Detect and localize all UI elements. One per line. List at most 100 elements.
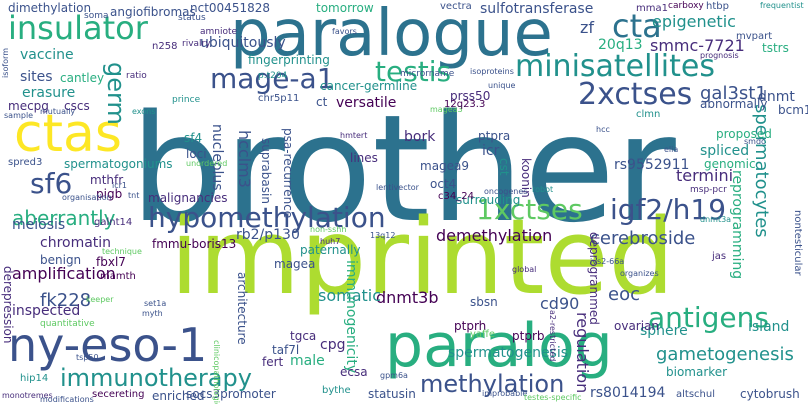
word-mamth: mamth [100,271,136,282]
word-gpm6a: gpm6a [380,371,408,380]
word-mvpart: mvpart [736,31,773,42]
word-rs9552911: rs9552911 [614,157,690,173]
word-genomic: genomic [704,157,756,171]
word-sphere: sphere [640,323,688,339]
word-2xctses: 2xctses [578,77,693,112]
word-testis: testis [375,55,452,88]
word-isoform: isoform [1,48,10,78]
word-malignancies: malignancies [148,191,228,205]
word-clmn: clmn [636,109,661,120]
word-enriched: enriched [152,389,205,403]
word-sulfotransferase: sulfotransferase [480,1,594,17]
word-ecsa: ecsa [340,365,368,379]
word-brother: brother [130,83,676,255]
word-mthfr: mthfr [90,173,124,187]
word-meiosis: meiosis [12,217,66,233]
word-spliced: spliced [700,143,750,159]
word-non-sshh: non-sshh [310,225,347,234]
word-cytobrush: cytobrush [740,387,800,401]
word-rs8014194: rs8014194 [590,385,666,401]
word-ubiquitously: ubiquitously [200,35,286,51]
word-modifications: modifications [40,395,94,404]
word-elia: elia [664,145,679,154]
word-magea3: magea3 [430,105,463,114]
word-spermatogoniums: spermatogoniums [64,157,173,171]
word-hmtert: hmtert [340,131,368,140]
word-ct: ct [316,95,328,109]
word-dnmt: dnmt [758,89,795,105]
word-unique: unique [488,81,516,90]
word-smdc: smdc [744,137,766,146]
word-icr1: icr1 [112,181,127,190]
word-paralogue: paralogue [230,0,553,71]
word-minisatellites: minisatellites [515,49,715,84]
word-improbable: improbable [482,389,528,398]
word-organizes: organizes [620,269,659,278]
word-regulation: regulation [573,312,592,394]
word-biomarker: biomarker [666,365,728,379]
word-suprabasin: suprabasin [259,138,273,204]
word-fert: fert [262,355,284,369]
word-cpg: cpg [320,337,346,353]
word-global: global [512,265,537,274]
word-psa-recurrence: psa-recurrence [281,128,295,219]
word-gal3st1: gal3st1 [700,83,767,104]
word-keeper: keeper [86,295,114,304]
word-oncogenes: oncogenes [484,187,528,196]
word-architecture: architecture [235,272,249,345]
word-eoc: eoc [608,284,640,305]
word-soma: soma [84,11,109,21]
word-cerebroside: cerebroside [590,228,696,249]
word-zf: zf [580,18,595,37]
word-ptpra: ptpra [478,129,511,143]
word-quantitative: quantitative [40,319,95,329]
word-erasure: erasure [22,85,76,101]
word-nontesticular: nontesticular [792,210,803,276]
word-mage-a1: mage-a1 [210,62,335,95]
word-clinicopathological: clinicopathological [212,340,221,404]
word-cscs: cscs [64,99,90,113]
word-htbp: htbp [706,1,729,12]
word-tstrs: tstrs [762,41,789,55]
word-male: male [290,353,325,369]
word-cantley: cantley [60,71,105,85]
word-magea: magea [274,257,316,271]
word-yaffe: yaffe [470,329,496,340]
word-cancer-germline: cancer-germline [320,79,418,93]
word-magea9: magea9 [420,159,470,173]
word-hip14: hip14 [20,373,49,384]
word-amplification: amplification [12,264,116,283]
word-carboxy: carboxy [668,1,704,11]
word-fbxl7: fbxl7 [96,255,126,269]
word-unordered: unordered [186,159,228,168]
word-n258: n258 [152,41,178,52]
word-sbsn: sbsn [470,295,498,309]
word-isoproteins: isoproteins [470,67,514,76]
word-loci: loci [186,147,207,161]
word-mecpg: mecpg [8,99,49,113]
word-somatic: somatic [318,286,382,305]
word-statusin: statusin [368,387,416,401]
word-prss50: prss50 [450,89,491,103]
word-germ: germ [102,62,130,125]
word-dnmt3a: dnmt3a [700,215,732,224]
word-cta: cta [612,7,662,45]
word-antigens: antigens [648,301,769,334]
word-bythe: bythe [322,385,351,396]
word-smmc-7721: smmc-7721 [650,36,745,55]
word-dnmt3b: dnmt3b [376,288,439,307]
word-p.t204: p.t204 [258,71,288,81]
word-insulator: insulator [8,9,148,47]
word-mma1: mma1 [636,3,668,14]
word-island: island [748,319,790,335]
word-nucleolus: nucleolus [209,124,225,191]
word-c34_24: c34_24 [438,191,474,202]
word-lentivector: lentivector [376,183,419,192]
word-sf4: sf4 [184,131,203,145]
word-gametogenesis: gametogenesis [656,344,794,365]
word-13q12: 13q12 [370,231,396,240]
word-proposed: proposed [716,127,772,141]
word-paternally: paternally [300,243,361,257]
word-spermatogenesis: spermatogenesis [448,345,569,361]
